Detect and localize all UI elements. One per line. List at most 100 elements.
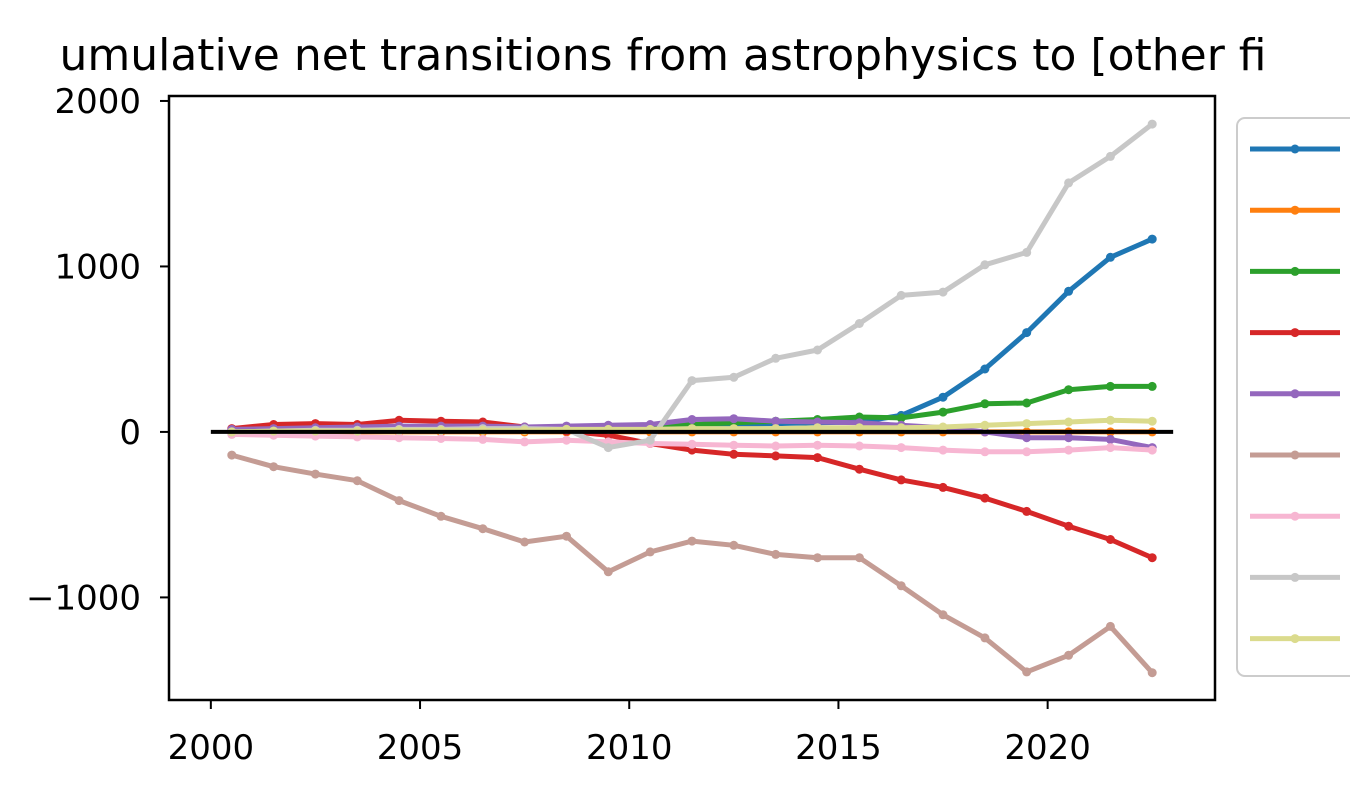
legend-entry	[1250, 572, 1340, 582]
data-point	[771, 549, 781, 559]
data-point	[1064, 445, 1074, 455]
data-point	[896, 290, 906, 300]
x-tick-label: 2010	[586, 728, 673, 768]
x-tick-label: 2020	[1004, 728, 1091, 768]
legend-entry	[1250, 144, 1340, 154]
legend	[1236, 117, 1350, 677]
data-point	[1105, 151, 1115, 161]
data-point	[478, 434, 488, 444]
data-point	[1064, 417, 1074, 427]
data-point	[1022, 506, 1032, 516]
data-point	[938, 482, 948, 492]
data-point	[771, 451, 781, 461]
data-point	[854, 553, 864, 563]
series-6	[227, 450, 1157, 678]
data-point	[771, 441, 781, 451]
y-tick-label: −1000	[26, 578, 141, 618]
legend-entry	[1250, 511, 1340, 521]
data-point	[269, 462, 279, 472]
data-point	[854, 441, 864, 451]
data-point	[1064, 385, 1074, 395]
data-point	[980, 399, 990, 409]
data-point	[227, 450, 237, 460]
legend-marker	[1290, 572, 1300, 582]
data-point	[980, 364, 990, 374]
legend-marker	[1290, 266, 1300, 276]
data-point	[980, 447, 990, 457]
data-point	[938, 610, 948, 620]
data-point	[687, 415, 697, 424]
data-point	[1064, 178, 1074, 188]
legend-marker	[1290, 205, 1300, 215]
legend-marker	[1290, 144, 1300, 154]
plot-frame	[167, 94, 1217, 702]
data-point	[896, 443, 906, 453]
legend-entry	[1250, 450, 1340, 460]
data-point	[645, 435, 655, 445]
data-point	[394, 433, 404, 443]
data-point	[603, 567, 613, 577]
data-point	[938, 407, 948, 417]
data-point	[813, 440, 822, 450]
data-point	[1064, 521, 1074, 531]
data-point	[771, 353, 781, 363]
x-tick-label: 2000	[168, 728, 255, 768]
data-point	[729, 449, 739, 459]
y-tick-label: 2000	[54, 82, 141, 122]
data-point	[729, 372, 739, 382]
data-point	[1064, 650, 1074, 660]
data-point	[645, 547, 655, 557]
x-tick-label: 2015	[795, 728, 882, 768]
data-point	[520, 437, 530, 447]
data-point	[980, 493, 990, 503]
data-point	[352, 476, 362, 486]
data-point	[1105, 381, 1115, 391]
data-point	[562, 531, 571, 541]
axes: 2000 2005 2010 2015 2020 2000 1000 0 −1000	[26, 82, 1091, 768]
data-point	[938, 392, 948, 402]
data-point	[980, 260, 990, 270]
data-point	[1022, 419, 1032, 429]
data-point	[687, 376, 697, 386]
data-point	[687, 439, 697, 449]
data-point	[436, 511, 446, 521]
data-point	[813, 453, 822, 463]
series-1	[227, 234, 1157, 437]
data-point	[1022, 433, 1032, 443]
data-point	[1022, 398, 1032, 408]
series-line	[231, 452, 1155, 675]
data-point	[729, 440, 739, 450]
x-tick-label: 2005	[377, 728, 464, 768]
legend-entry	[1250, 266, 1340, 276]
y-tick-label: 0	[119, 413, 141, 453]
data-point	[854, 464, 864, 474]
plot-area	[210, 119, 1174, 678]
data-point	[1105, 434, 1115, 444]
data-point	[896, 413, 906, 423]
data-point	[896, 581, 906, 591]
data-point	[729, 540, 739, 550]
data-point	[980, 633, 990, 643]
data-point	[729, 414, 739, 424]
data-point	[1105, 621, 1115, 631]
data-point	[1147, 553, 1157, 563]
legend-marker	[1290, 511, 1300, 521]
data-point	[938, 422, 948, 432]
legend-marker	[1290, 328, 1300, 338]
data-point	[1064, 433, 1074, 443]
legend-entry	[1250, 389, 1340, 399]
data-point	[310, 469, 320, 479]
legend-marker	[1290, 389, 1300, 399]
data-point	[1105, 415, 1115, 425]
data-point	[562, 435, 571, 445]
data-point	[1105, 252, 1115, 262]
series-line	[231, 122, 1154, 451]
data-point	[603, 443, 613, 453]
data-point	[938, 445, 948, 455]
data-point	[478, 524, 488, 534]
data-point	[813, 345, 822, 355]
data-point	[1147, 445, 1157, 455]
data-point	[1064, 286, 1074, 296]
data-point	[1147, 416, 1157, 426]
